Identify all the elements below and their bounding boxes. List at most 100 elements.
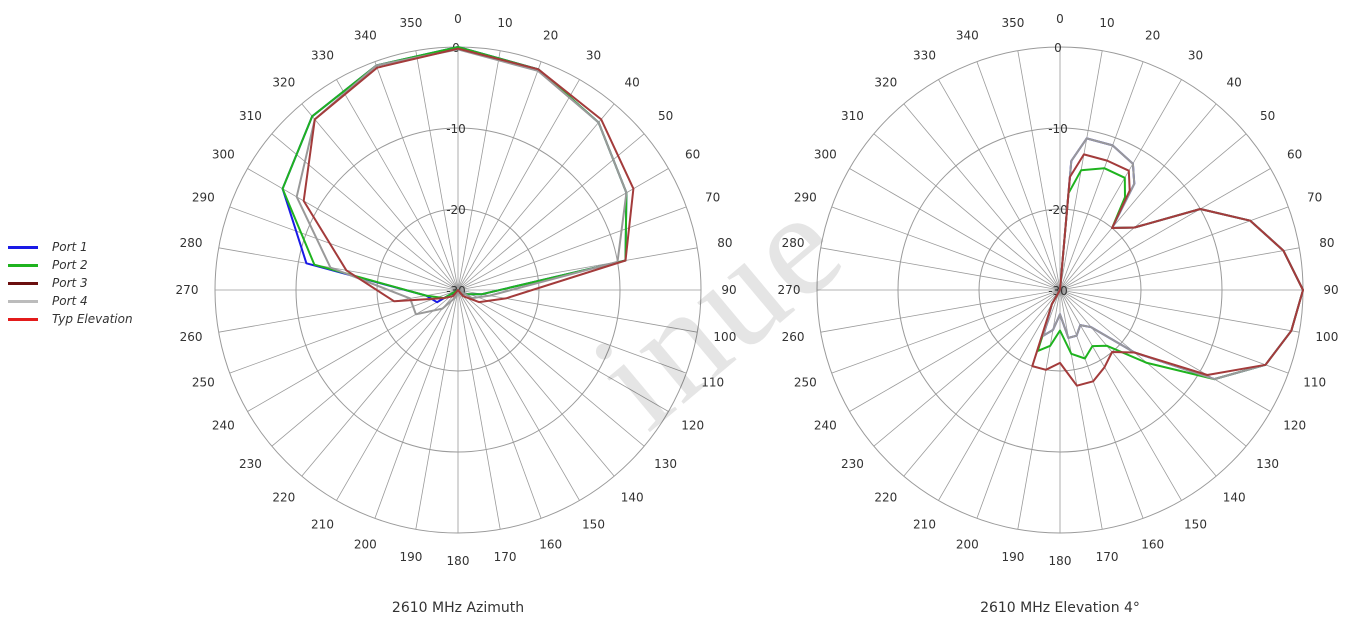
angle-tick-label: 160 [1141, 538, 1164, 552]
angle-tick-label: 70 [705, 190, 720, 204]
legend-swatch-port-4 [8, 299, 38, 303]
angle-tick-label: 170 [1096, 550, 1119, 564]
angle-tick-label: 240 [814, 419, 837, 433]
polar-chart-elevation: 0 10 20 30 40 50 60 70 80 90 100 110 120 130 140 150 160… [778, 12, 1339, 568]
angle-tick-label: 10 [1099, 16, 1114, 30]
trace-port-4 [295, 48, 628, 316]
spoke-line [1059, 206, 1289, 291]
angle-tick-label: 20 [543, 28, 558, 42]
legend-item-port-4: Port 4 [8, 292, 133, 310]
angle-tick-label: 50 [1260, 109, 1275, 123]
angle-tick-label: 310 [239, 109, 262, 123]
legend-swatch-typ-elevation [8, 317, 38, 321]
legend-item-port-2: Port 2 [8, 256, 133, 274]
chart-caption-azimuth: 2610 MHz Azimuth [391, 600, 525, 616]
angle-tick-label: 270 [778, 283, 801, 297]
spoke-line [903, 289, 1061, 477]
angle-tick-label: 130 [654, 457, 677, 471]
angle-tick-label: 290 [192, 190, 215, 204]
legend-label-port-4: Port 4 [52, 294, 88, 308]
spoke-line [457, 50, 501, 291]
angle-tick-label: 340 [354, 28, 377, 42]
angle-tick-label: 70 [1307, 190, 1322, 204]
angle-tick-label: 300 [814, 148, 837, 162]
angle-tick-label: 60 [1287, 148, 1302, 162]
angle-tick-label: 210 [913, 518, 936, 532]
spoke-line [1059, 289, 1217, 477]
angle-tick-label: 250 [794, 376, 817, 390]
angle-tick-label: 110 [1303, 376, 1326, 390]
spoke-line [301, 103, 459, 291]
legend-label-port-2: Port 2 [52, 258, 88, 272]
spoke-line [1059, 289, 1271, 412]
spoke-line [976, 289, 1061, 519]
angle-tick-label: 330 [913, 48, 936, 62]
spoke-line [374, 289, 459, 519]
angle-tick-label: 140 [621, 491, 644, 505]
spoke-line [1059, 133, 1247, 291]
angle-tick-label: 0 [454, 12, 462, 26]
legend-item-typ-elevation: Typ Elevation [8, 310, 133, 328]
angle-tick-label: 220 [874, 491, 897, 505]
spoke-line [820, 247, 1061, 291]
spoke-line [1059, 247, 1300, 291]
angle-tick-label: 230 [239, 457, 262, 471]
spoke-line [457, 247, 698, 291]
spoke-line [1059, 103, 1217, 291]
spoke-line [457, 289, 687, 374]
angle-tick-label: 80 [717, 236, 732, 250]
spoke-line [457, 289, 645, 447]
spoke-line [1059, 289, 1247, 447]
spoke-line [1059, 168, 1271, 291]
spoke-line [457, 103, 615, 291]
angle-tick-label: 100 [713, 330, 736, 344]
spoke-line [873, 133, 1061, 291]
trace-port-2 [1036, 167, 1304, 381]
legend-label-port-3: Port 3 [52, 276, 88, 290]
spoke-line [336, 79, 459, 291]
angle-tick-label: 50 [658, 109, 673, 123]
angle-tick-label: 230 [841, 457, 864, 471]
radial-tick-label: -10 [1048, 122, 1068, 136]
radial-tick-label: -30 [1048, 284, 1068, 298]
legend-item-port-3: Port 3 [8, 274, 133, 292]
spoke-line [271, 133, 459, 291]
angle-tick-label: 220 [272, 491, 295, 505]
angle-tick-label: 190 [399, 550, 422, 564]
spoke-line [229, 206, 459, 291]
spoke-line [457, 206, 687, 291]
spoke-line [457, 79, 580, 291]
angle-tick-label: 150 [582, 518, 605, 532]
legend-label-typ-elevation: Typ Elevation [52, 312, 133, 326]
angle-tick-label: 320 [272, 75, 295, 89]
angle-tick-label: 350 [1001, 16, 1024, 30]
trace-port-1 [281, 46, 628, 304]
angle-tick-label: 200 [354, 538, 377, 552]
spoke-line [415, 50, 459, 291]
angle-tick-label: 110 [701, 376, 724, 390]
angle-tick-label: 290 [794, 190, 817, 204]
angle-tick-label: 240 [212, 419, 235, 433]
angle-tick-label: 0 [1056, 12, 1064, 26]
chart-caption-elevation: 2610 MHz Elevation 4° [980, 600, 1140, 616]
spoke-line [457, 289, 501, 530]
angle-tick-label: 260 [782, 330, 805, 344]
angle-tick-label: 160 [539, 538, 562, 552]
spoke-line [457, 61, 542, 291]
polar-chart-azimuth: 0 10 20 30 40 50 60 70 80 90 100 110 120 130 140 150 160… [176, 12, 737, 568]
spoke-line [873, 289, 1061, 447]
angle-tick-label: 330 [311, 48, 334, 62]
spoke-line [831, 206, 1061, 291]
angle-tick-label: 30 [1188, 48, 1203, 62]
radial-tick-label: -20 [1048, 203, 1068, 217]
angle-tick-label: 30 [586, 48, 601, 62]
angle-tick-label: 250 [192, 376, 215, 390]
angle-tick-label: 280 [782, 236, 805, 250]
spoke-line [1059, 61, 1144, 291]
angle-tick-label: 340 [956, 28, 979, 42]
spoke-line [457, 289, 615, 477]
spoke-line [1059, 289, 1300, 333]
spoke-line [374, 61, 459, 291]
legend-swatch-port-1 [8, 245, 38, 249]
